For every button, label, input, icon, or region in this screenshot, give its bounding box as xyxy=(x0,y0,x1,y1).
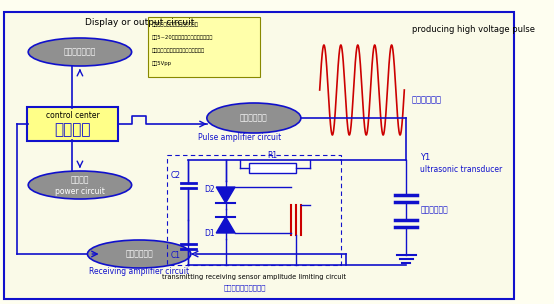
FancyBboxPatch shape xyxy=(249,163,296,173)
Text: ultrasonic transducer: ultrasonic transducer xyxy=(420,165,502,174)
Text: R1: R1 xyxy=(268,151,278,160)
Text: transmitting receiving sensor amplitude limiting circuit: transmitting receiving sensor amplitude … xyxy=(162,274,346,280)
FancyBboxPatch shape xyxy=(147,17,260,77)
Text: C1: C1 xyxy=(171,250,181,260)
Text: 产生5~20个周期的脉冲信号，信号的频: 产生5~20个周期的脉冲信号，信号的频 xyxy=(151,35,213,40)
Text: D2: D2 xyxy=(204,185,214,195)
Text: 电源电路: 电源电路 xyxy=(71,175,89,185)
FancyBboxPatch shape xyxy=(27,107,119,141)
Ellipse shape xyxy=(207,103,301,133)
Text: C2: C2 xyxy=(171,171,181,179)
Polygon shape xyxy=(216,187,235,203)
Text: 控制中心: 控制中心 xyxy=(55,123,91,137)
Text: 脉冲放大电路: 脉冲放大电路 xyxy=(240,113,268,123)
Text: Receiving amplifier circuit: Receiving amplifier circuit xyxy=(89,268,189,277)
Text: 接收放大电路: 接收放大电路 xyxy=(125,250,153,258)
Text: 产生高压脉冲: 产生高压脉冲 xyxy=(412,95,442,105)
Text: 超声波换能器: 超声波换能器 xyxy=(420,206,448,215)
Text: Y1: Y1 xyxy=(420,154,430,163)
Text: 显示或输出电路: 显示或输出电路 xyxy=(64,47,96,57)
Text: Pulse amplifier circuit: Pulse amplifier circuit xyxy=(198,133,281,143)
Text: 度为5Vpp: 度为5Vpp xyxy=(151,61,171,66)
Text: 率必须与换能器的频率相等，信号的幅: 率必须与换能器的频率相等，信号的幅 xyxy=(151,48,204,53)
Ellipse shape xyxy=(28,171,132,199)
Polygon shape xyxy=(216,217,235,233)
Text: 仅发一体探头限幅电路: 仅发一体探头限幅电路 xyxy=(224,285,266,291)
FancyBboxPatch shape xyxy=(4,12,514,299)
Text: power circuit: power circuit xyxy=(55,188,105,196)
Text: producing high voltage pulse: producing high voltage pulse xyxy=(412,26,535,34)
Ellipse shape xyxy=(28,38,132,66)
Text: Display or output circuit: Display or output circuit xyxy=(85,18,194,27)
Text: control center: control center xyxy=(46,112,100,120)
Text: D1: D1 xyxy=(204,229,214,237)
Ellipse shape xyxy=(88,240,191,268)
Text: 根据换能器的频率和实际工作要求: 根据换能器的频率和实际工作要求 xyxy=(151,22,198,27)
